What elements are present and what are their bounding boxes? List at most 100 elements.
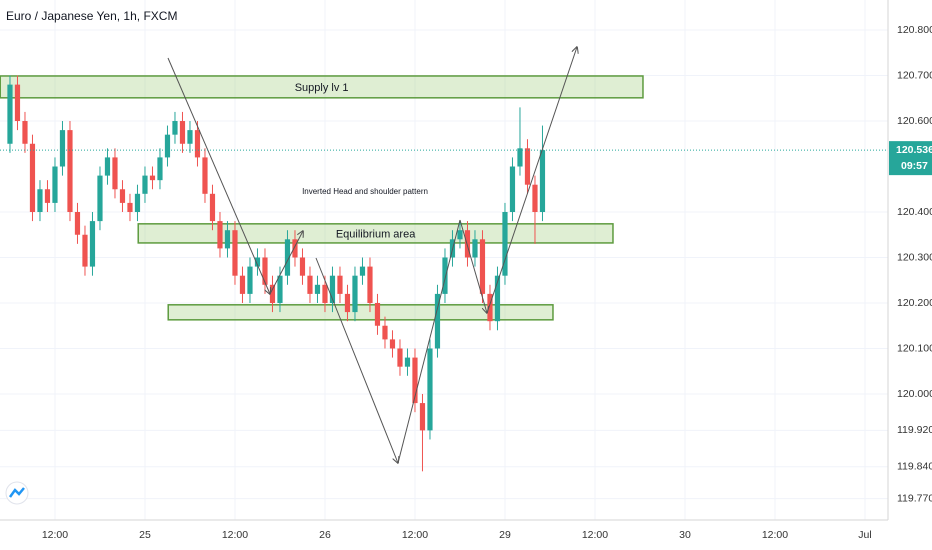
- candle-body: [367, 266, 373, 303]
- y-tick-label: 119.770: [897, 492, 932, 504]
- candle-body: [434, 293, 441, 349]
- pattern-line: [397, 219, 461, 464]
- candle-body: [427, 348, 433, 431]
- chart-title: Euro / Japanese Yen, 1h, FXCM: [6, 9, 177, 23]
- candle-body: [314, 284, 321, 294]
- candle-body: [82, 234, 88, 267]
- y-tick-label: 119.920: [897, 424, 932, 436]
- candle-body: [442, 257, 448, 294]
- x-tick-label: 12:00: [42, 529, 68, 541]
- candle-body: [157, 157, 163, 181]
- candle-body: [59, 130, 66, 167]
- overlay: 120.536 09:57: [0, 141, 932, 176]
- pattern-line: [167, 57, 270, 294]
- x-tick-label: 26: [319, 529, 331, 541]
- zone: [0, 75, 644, 99]
- candle-body: [412, 357, 418, 404]
- candle-body: [374, 302, 381, 326]
- annotation: Inverted Head and shoulder pattern: [302, 187, 428, 196]
- candle-body: [29, 143, 36, 213]
- candle-body: [389, 339, 396, 349]
- candle-body: [277, 275, 283, 303]
- candle-body: [194, 130, 201, 158]
- candle-body: [22, 121, 28, 144]
- pattern-lines: [167, 47, 577, 464]
- pattern-line: [315, 257, 398, 463]
- candles: [7, 75, 546, 472]
- zone: [137, 223, 614, 244]
- candle-body: [119, 189, 126, 203]
- grid: [0, 0, 888, 520]
- zone-label: Supply lv 1: [295, 82, 349, 94]
- x-tick-label: 25: [139, 529, 151, 541]
- candle-body: [532, 184, 538, 213]
- logo[interactable]: [5, 481, 29, 505]
- x-tick-label: Jul: [858, 529, 871, 541]
- candle-body: [539, 150, 546, 213]
- candle-body: [269, 284, 276, 303]
- candle-body: [134, 193, 141, 213]
- y-tick-label: 120.100: [897, 342, 932, 354]
- candle-body: [217, 221, 223, 249]
- y-tick-label: 119.840: [897, 461, 932, 473]
- pattern-line: [269, 231, 303, 295]
- y-tick-label: 120.300: [897, 251, 932, 263]
- candle-body: [307, 275, 313, 294]
- pattern-line: [459, 219, 487, 313]
- candle-body: [89, 221, 96, 267]
- candle-body: [284, 239, 291, 276]
- zone-label: Equilibrium area: [336, 228, 416, 240]
- candle-body: [202, 157, 208, 194]
- candle-body: [457, 230, 463, 240]
- candle-body: [224, 230, 231, 249]
- x-tick-label: 30: [679, 529, 691, 541]
- candle-body: [172, 121, 178, 135]
- zone: [167, 304, 554, 321]
- candle-body: [67, 130, 73, 213]
- logo-icon: [8, 487, 25, 498]
- candle-body: [7, 84, 13, 144]
- y-tick-label: 120.600: [897, 115, 932, 127]
- candle-body: [352, 275, 358, 313]
- candle-body: [524, 148, 531, 185]
- candle-body: [247, 266, 253, 294]
- candle-body: [37, 189, 43, 213]
- candle-body: [479, 239, 486, 294]
- candle-body: [397, 348, 403, 367]
- candle-body: [329, 275, 336, 303]
- candle-body: [509, 166, 516, 213]
- x-tick-label: 12:00: [402, 529, 428, 541]
- x-tick-label: 12:00: [222, 529, 248, 541]
- candle-body: [209, 193, 216, 222]
- candle-body: [359, 266, 366, 276]
- x-tick-label: 12:00: [762, 529, 788, 541]
- y-tick-label: 120.800: [897, 24, 932, 36]
- zones: Supply lv 1 Equilibrium area: [0, 75, 644, 321]
- candle-body: [254, 257, 261, 267]
- candle-body: [494, 275, 501, 322]
- candle-body: [337, 275, 343, 294]
- x-tick-label: 12:00: [582, 529, 608, 541]
- candle-body: [127, 202, 133, 213]
- y-tick-label: 120.700: [897, 69, 932, 81]
- candle-body: [502, 212, 508, 276]
- last-price-box: [889, 141, 932, 176]
- candle-body: [299, 257, 306, 276]
- candle-body: [52, 166, 58, 203]
- candle-body: [262, 257, 268, 285]
- candle-body: [164, 134, 171, 158]
- candle-body: [344, 293, 351, 313]
- candle-body: [44, 189, 51, 203]
- candle-body: [292, 239, 298, 258]
- last-price-label: 120.536: [896, 144, 932, 156]
- candle-body: [517, 148, 523, 167]
- candle-body: [187, 130, 193, 144]
- candle-body: [142, 175, 148, 194]
- candle-body: [14, 84, 21, 122]
- x-tick-label: 29: [499, 529, 511, 541]
- candle-body: [404, 357, 411, 367]
- candle-body: [322, 284, 328, 303]
- candle-body: [74, 212, 81, 235]
